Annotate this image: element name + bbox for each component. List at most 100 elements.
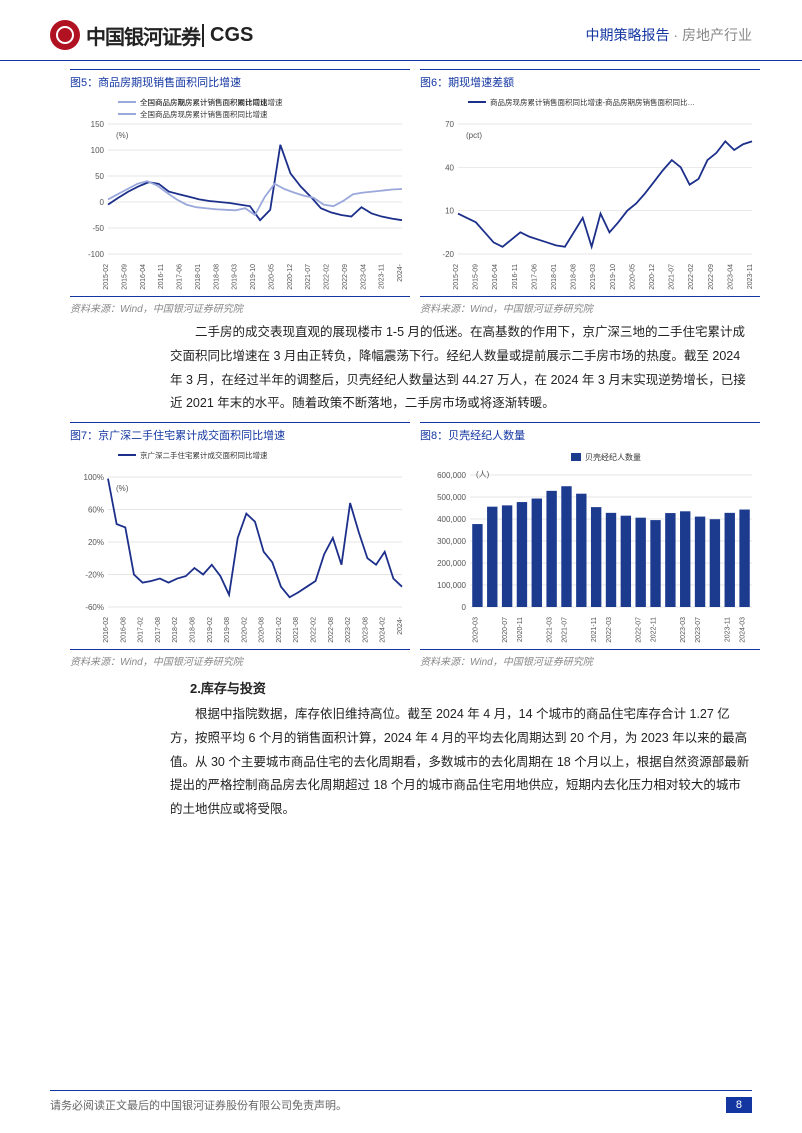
svg-text:2020-08: 2020-08	[259, 617, 266, 643]
svg-text:2022-02: 2022-02	[311, 617, 318, 643]
svg-text:2015-02: 2015-02	[103, 264, 110, 290]
svg-text:2023-03: 2023-03	[680, 617, 687, 643]
svg-text:0: 0	[100, 198, 105, 207]
logo-text-cn: 中国银河证券	[86, 21, 200, 50]
svg-text:2023-04: 2023-04	[360, 264, 367, 290]
svg-text:2023-11: 2023-11	[725, 617, 732, 642]
separator: ·	[670, 27, 682, 43]
svg-text:-20: -20	[442, 250, 454, 259]
svg-text:2019-02: 2019-02	[207, 617, 214, 643]
svg-text:2023-11: 2023-11	[747, 264, 754, 289]
svg-text:2023-02: 2023-02	[345, 617, 352, 643]
svg-text:2024-02: 2024-02	[380, 617, 387, 643]
chart5-source: 资料来源：Wind，中国银河证券研究院	[70, 296, 410, 315]
chart7-box: 图7：京广深二手住宅累计成交面积同比增速 -60% -20% 20% 60% 100% 2…	[70, 422, 410, 668]
chart8-box: 图8：贝壳经纪人数量 0100,000200,000300,000400,000…	[420, 422, 760, 668]
svg-text:2015-02: 2015-02	[453, 264, 460, 290]
chart6-svg: -201040702015-022015-092016-042016-11201…	[420, 94, 760, 294]
svg-text:2018-08: 2018-08	[571, 264, 578, 290]
logo-text-en: CGS	[202, 24, 253, 47]
footer: 请务必阅读正文最后的中国银河证券股份有限公司免责声明。 8	[50, 1090, 752, 1113]
chart5-svg: -100 -50 0 50 100 150 2015-02 2015-09 2016-04 201…	[70, 94, 410, 294]
svg-text:100,000: 100,000	[437, 581, 466, 590]
industry-label: 房地产行业	[682, 27, 752, 43]
header-right: 中期策略报告 · 房地产行业	[586, 25, 752, 45]
svg-text:2024-: 2024-	[397, 263, 404, 282]
svg-text:2023-07: 2023-07	[695, 617, 702, 643]
svg-text:2019-03: 2019-03	[232, 264, 239, 290]
chart7-title: 图7：京广深二手住宅累计成交面积同比增速	[70, 422, 410, 445]
svg-text:2021-11: 2021-11	[591, 617, 598, 642]
svg-text:2021-07: 2021-07	[669, 264, 676, 290]
chart6-source: 资料来源：Wind，中国银河证券研究院	[420, 296, 760, 315]
cgs-logo-icon	[50, 20, 80, 50]
svg-text:50: 50	[95, 172, 104, 181]
svg-text:10: 10	[445, 207, 454, 216]
svg-text:贝壳经纪人数量: 贝壳经纪人数量	[585, 452, 641, 462]
chart8-title: 图8：贝壳经纪人数量	[420, 422, 760, 445]
svg-text:2019-10: 2019-10	[250, 264, 257, 290]
svg-text:150: 150	[91, 120, 105, 129]
svg-text:2017-02: 2017-02	[138, 617, 145, 643]
svg-text:2020-02: 2020-02	[241, 617, 248, 643]
svg-text:2022-09: 2022-09	[342, 264, 349, 290]
page-header: 中国银河证券 CGS 中期策略报告 · 房地产行业	[0, 0, 802, 61]
svg-text:2015-09: 2015-09	[121, 264, 128, 290]
svg-text:-100: -100	[88, 250, 105, 259]
svg-text:0: 0	[462, 603, 467, 612]
svg-text:2016-11: 2016-11	[158, 264, 165, 289]
report-type: 中期策略报告	[586, 27, 670, 43]
svg-text:2022-03: 2022-03	[606, 617, 613, 643]
svg-text:2021-03: 2021-03	[547, 617, 554, 643]
svg-text:2017-06: 2017-06	[531, 264, 538, 290]
paragraph2: 根据中指院数据，库存依旧维持高位。截至 2024 年 4 月，14 个城市的商品…	[170, 703, 752, 822]
svg-text:2017-06: 2017-06	[177, 264, 184, 290]
page-number: 8	[726, 1097, 752, 1113]
svg-text:(%): (%)	[116, 131, 129, 140]
svg-text:2022-02: 2022-02	[324, 264, 331, 290]
svg-text:2022-11: 2022-11	[651, 617, 658, 642]
svg-text:2020-05: 2020-05	[268, 264, 275, 290]
svg-text:全国商品房现房累计销售面积同比增速: 全国商品房现房累计销售面积同比增速	[140, 97, 268, 107]
svg-text:100%: 100%	[84, 473, 104, 482]
chart6-title: 图6：期现增速差额	[420, 69, 760, 92]
svg-text:70: 70	[445, 120, 454, 129]
svg-text:(%): (%)	[116, 484, 129, 493]
svg-text:500,000: 500,000	[437, 493, 466, 502]
chart7-source: 资料来源：Wind，中国银河证券研究院	[70, 649, 410, 668]
svg-text:200,000: 200,000	[437, 559, 466, 568]
chart5-box: 图5：商品房期现销售面积同比增速 -100 -50 0 50 100 150 2015-02…	[70, 69, 410, 315]
chart6-box: 图6：期现增速差额 -201040702015-022015-092016-04…	[420, 69, 760, 315]
svg-text:2016-04: 2016-04	[492, 264, 499, 290]
svg-text:2023-11: 2023-11	[379, 264, 386, 289]
svg-text:2018-02: 2018-02	[172, 617, 179, 643]
svg-text:100: 100	[91, 146, 105, 155]
svg-text:2018-01: 2018-01	[195, 264, 202, 290]
svg-text:(人): (人)	[476, 470, 490, 479]
chart5-title: 图5：商品房期现销售面积同比增速	[70, 69, 410, 92]
svg-text:2016-04: 2016-04	[140, 264, 147, 290]
svg-text:-50: -50	[92, 224, 104, 233]
svg-text:2021-08: 2021-08	[293, 617, 300, 643]
svg-text:2024-: 2024-	[397, 616, 404, 635]
svg-text:2022-09: 2022-09	[708, 264, 715, 290]
svg-text:2021-02: 2021-02	[276, 617, 283, 643]
svg-text:2016-02: 2016-02	[103, 617, 110, 643]
svg-text:2018-08: 2018-08	[189, 617, 196, 643]
svg-text:2022-07: 2022-07	[636, 617, 643, 643]
svg-text:2019-10: 2019-10	[610, 264, 617, 290]
svg-text:2023-04: 2023-04	[727, 264, 734, 290]
chart8-source: 资料来源：Wind，中国银河证券研究院	[420, 649, 760, 668]
svg-text:60%: 60%	[88, 506, 104, 515]
svg-text:2020-12: 2020-12	[649, 264, 656, 290]
svg-text:20%: 20%	[88, 538, 104, 547]
svg-text:2023-08: 2023-08	[362, 617, 369, 643]
svg-text:-20%: -20%	[85, 571, 104, 580]
svg-text:2021-07: 2021-07	[305, 264, 312, 290]
svg-text:40: 40	[445, 163, 454, 172]
section2-title: 2.库存与投资	[190, 678, 752, 697]
svg-text:2020-11: 2020-11	[517, 617, 524, 642]
svg-text:-60%: -60%	[85, 603, 104, 612]
svg-text:2018-01: 2018-01	[551, 264, 558, 290]
svg-text:2017-08: 2017-08	[155, 617, 162, 643]
